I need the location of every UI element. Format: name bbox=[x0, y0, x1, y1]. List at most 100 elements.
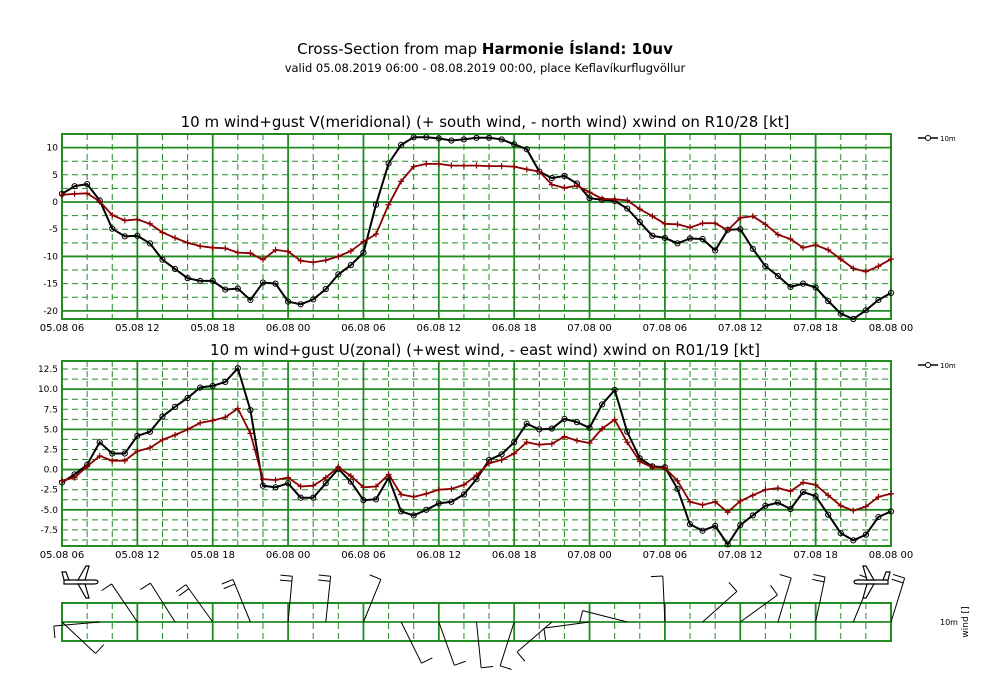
panel1-wind-point bbox=[247, 296, 254, 304]
panel2-gust-point bbox=[674, 477, 681, 484]
panel1-gust-point bbox=[561, 184, 568, 191]
panel2-x-tick-label: 08.08 00 bbox=[869, 550, 914, 561]
panel1-gust-point bbox=[435, 160, 442, 167]
panel2-gust-point bbox=[285, 474, 292, 481]
panel1-x-tick-label: 07.08 00 bbox=[567, 323, 612, 334]
wind-barb-flag bbox=[813, 574, 826, 578]
panel1-wind-point bbox=[548, 174, 555, 182]
wind-barb-flag bbox=[369, 574, 382, 580]
panel2-gust-point bbox=[460, 481, 467, 488]
panel2-wind-point bbox=[322, 480, 329, 487]
panel2-wind-point bbox=[197, 384, 204, 391]
panel2-gust-point bbox=[573, 437, 580, 444]
wind-barb-staff bbox=[362, 579, 382, 623]
wind-barb-flag bbox=[516, 651, 526, 662]
panel1-gust-point bbox=[548, 181, 555, 188]
panel1-gust-point bbox=[486, 163, 493, 170]
wind-barb-flag bbox=[318, 579, 331, 582]
panel1-gust-point bbox=[724, 227, 731, 234]
panel2-legend-marker bbox=[925, 362, 931, 368]
panel1-wind-point bbox=[385, 160, 392, 167]
panel2-wind-point bbox=[586, 424, 593, 431]
panel1-y-tick-label: -5 bbox=[49, 225, 58, 235]
panel2-x-tick-label: 06.08 12 bbox=[417, 550, 462, 561]
panel2-gust-point bbox=[712, 498, 719, 505]
panel2-gust-point bbox=[209, 417, 216, 424]
panel2-gust-point bbox=[774, 485, 781, 492]
panel2-wind-point bbox=[109, 450, 116, 457]
panel1-wind-point bbox=[209, 277, 216, 285]
panel1-wind-point bbox=[485, 134, 493, 141]
wind-barb-staff bbox=[149, 582, 176, 623]
panel1-x-tick-label: 05.08 06 bbox=[40, 323, 85, 334]
panel1-gust-point bbox=[536, 168, 543, 175]
panel2-wind-point bbox=[862, 531, 869, 538]
panel1-wind-point bbox=[686, 235, 694, 242]
panel2-gust-point bbox=[234, 405, 241, 412]
panel1-wind-point bbox=[774, 272, 782, 280]
panel2-wind-point bbox=[825, 511, 832, 518]
wind-barb-flag bbox=[421, 657, 433, 664]
panel1-wind-point bbox=[410, 134, 417, 141]
panel1-gust-point bbox=[875, 263, 882, 270]
wind-barb-flag bbox=[812, 578, 825, 583]
panel2-wind-point bbox=[875, 513, 882, 521]
wind-barb-staff bbox=[438, 621, 455, 666]
panel2-wind-point bbox=[498, 451, 505, 458]
wind-barb-flag bbox=[178, 588, 190, 597]
panel2-gust-point bbox=[360, 484, 367, 491]
panel2-wind-point bbox=[573, 419, 581, 426]
airplane-icon-right bbox=[853, 565, 891, 599]
barb-strip-var-label: wind [] bbox=[961, 606, 971, 637]
panel2-gust-point bbox=[498, 456, 505, 463]
panel2-wind-point bbox=[887, 508, 895, 515]
panel2-y-tick-label: 12.5 bbox=[38, 365, 58, 375]
panel1-x-tick-label: 07.08 18 bbox=[793, 323, 838, 334]
panel1-wind-point bbox=[234, 285, 241, 292]
panel2-gust-point bbox=[310, 482, 317, 489]
panel2-y-tick-label: 0.0 bbox=[44, 466, 59, 476]
panel2-y-tick-label: 7.5 bbox=[44, 405, 58, 415]
panel2-wind-point bbox=[435, 500, 442, 507]
plane-wings bbox=[76, 565, 90, 599]
panel1-gust-point bbox=[762, 221, 769, 228]
panel2-y-tick-label: 5.0 bbox=[44, 425, 59, 435]
panel2-wind-point bbox=[360, 497, 367, 504]
panel2-gust-point bbox=[247, 430, 254, 437]
panel1-wind-point bbox=[448, 137, 455, 144]
panel1-wind-point bbox=[749, 245, 756, 252]
panel1-gust-point bbox=[599, 195, 606, 202]
panel1-gust-point bbox=[888, 256, 894, 263]
panel2-wind-point bbox=[850, 537, 857, 544]
panel2-gust-point bbox=[737, 497, 744, 504]
wind-barb-flag bbox=[280, 574, 293, 577]
panel2-x-tick-label: 06.08 18 bbox=[492, 550, 537, 561]
wind-barb-staff bbox=[516, 621, 553, 653]
panel1-wind-point bbox=[661, 234, 669, 242]
panel2-gust-point bbox=[825, 492, 832, 499]
wind-barb-flag bbox=[893, 574, 905, 579]
wind-barb-staff bbox=[739, 594, 778, 623]
panel2-wind-point bbox=[234, 365, 241, 372]
panel2-wind-point bbox=[398, 508, 405, 515]
wind-barb-flag bbox=[223, 583, 236, 590]
panel1-wind-point bbox=[222, 286, 229, 293]
panel1-gust-point bbox=[360, 238, 367, 245]
plane-tail bbox=[882, 571, 891, 581]
panel2-gust-point bbox=[561, 433, 568, 440]
wind-barb-flag bbox=[728, 582, 738, 592]
wind-barb-flag bbox=[175, 584, 187, 593]
panel1-gust-point bbox=[222, 245, 229, 252]
wind-barb-staff bbox=[325, 576, 332, 623]
panel1-gust-point bbox=[172, 234, 179, 241]
panel2-gust-point bbox=[423, 490, 430, 497]
panel2-x-tick-label: 07.08 18 bbox=[793, 550, 838, 561]
panel1-gust-point bbox=[473, 162, 480, 169]
panel1-wind-point bbox=[272, 280, 279, 287]
panel2-gust-point bbox=[159, 436, 166, 443]
panel1-gust-point bbox=[410, 163, 417, 170]
panel1-x-tick-label: 05.08 12 bbox=[115, 323, 160, 334]
panel2-gust-point bbox=[322, 474, 329, 481]
panel1-x-tick-label: 07.08 12 bbox=[718, 323, 763, 334]
panel2-wind-point bbox=[737, 521, 744, 529]
